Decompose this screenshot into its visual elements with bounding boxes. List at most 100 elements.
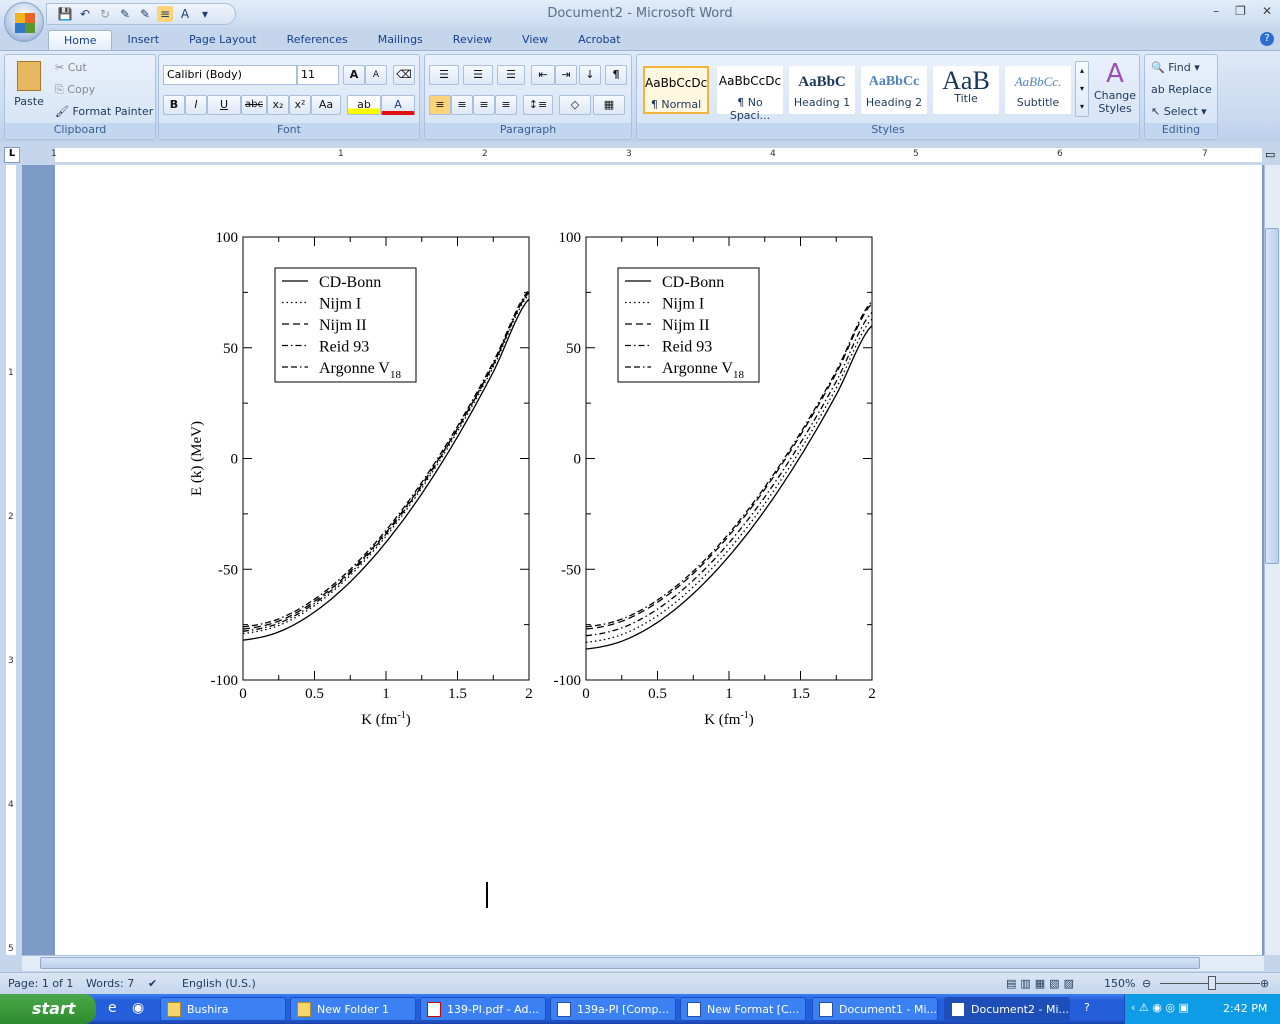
task-bushira[interactable]: Bushira xyxy=(160,997,286,1021)
draw-table-icon[interactable]: ✎ xyxy=(119,7,131,21)
style-no-spacing[interactable]: AaBbCcDc ¶ No Spaci... xyxy=(717,66,783,122)
start-button[interactable]: start xyxy=(0,994,96,1024)
style-title[interactable]: AaB Title xyxy=(933,66,999,114)
task-document2[interactable]: Document2 - Mi... xyxy=(944,997,1070,1021)
font-name-select[interactable]: Calibri (Body) xyxy=(163,65,297,85)
view-ruler-icon[interactable]: ▭ xyxy=(1265,148,1276,161)
increase-indent-button[interactable]: ⇥ xyxy=(555,65,577,85)
tab-view[interactable]: View xyxy=(522,33,549,46)
quick-launch-ie-icon[interactable]: e xyxy=(108,1000,117,1016)
restore-button[interactable]: ❐ xyxy=(1235,4,1246,18)
underline-button[interactable]: U xyxy=(207,95,241,115)
show-formatting-button[interactable]: ¶ xyxy=(605,65,627,85)
borders-button[interactable]: ▦ xyxy=(593,95,625,115)
find-button[interactable]: 🔍 Find ▾ xyxy=(1151,61,1200,74)
horizontal-scroll-thumb[interactable] xyxy=(40,957,1200,969)
zoom-slider-thumb[interactable] xyxy=(1208,976,1216,990)
tab-selector[interactable]: L xyxy=(4,147,20,163)
multilevel-list-button[interactable]: ☰ xyxy=(497,65,525,85)
tab-acrobat[interactable]: Acrobat xyxy=(578,33,621,46)
shrink-font-button[interactable]: A xyxy=(365,65,387,85)
replace-button[interactable]: ab Replace xyxy=(1151,83,1212,96)
draw-icon[interactable]: ✎ xyxy=(139,7,151,21)
change-case-button[interactable]: Aa xyxy=(311,95,341,115)
style-normal[interactable]: AaBbCcDc ¶ Normal xyxy=(643,66,709,114)
task-new-format[interactable]: New Format [C... xyxy=(680,997,806,1021)
center-button[interactable]: ≡ xyxy=(451,95,473,115)
clear-formatting-button[interactable]: ⌫ xyxy=(393,65,415,85)
line-spacing-button[interactable]: ↕≡ xyxy=(523,95,553,115)
paste-button[interactable]: Paste xyxy=(11,59,47,119)
tray-icons[interactable]: ‹ ⚠ ◉ ◎ ▣ xyxy=(1131,1001,1189,1014)
language[interactable]: English (U.S.) xyxy=(182,977,256,990)
tab-insert[interactable]: Insert xyxy=(127,33,160,46)
vertical-scroll-thumb[interactable] xyxy=(1265,228,1279,564)
shading-button[interactable]: ◇ xyxy=(559,95,591,115)
x-tick-label: 0.5 xyxy=(648,686,667,702)
redo-icon[interactable]: ↻ xyxy=(99,7,111,21)
font-color-button[interactable]: A xyxy=(381,95,415,115)
bold-button[interactable]: B xyxy=(163,95,185,115)
decrease-indent-button[interactable]: ⇤ xyxy=(531,65,555,85)
quick-launch-icon[interactable]: ◉ xyxy=(132,1000,145,1016)
task-139a[interactable]: 139a-PI [Comp... xyxy=(550,997,676,1021)
proofing-icon[interactable]: ✔ xyxy=(148,977,158,990)
zoom-in-button[interactable]: ⊕ xyxy=(1260,977,1270,990)
find-label: Find xyxy=(1168,61,1191,74)
office-button[interactable] xyxy=(4,2,44,42)
align-left-button[interactable]: ≡ xyxy=(429,95,451,115)
paste-label: Paste xyxy=(14,95,44,108)
task-document1[interactable]: Document1 - Mi... xyxy=(812,997,938,1021)
select-button[interactable]: ↖ Select ▾ xyxy=(1151,105,1207,118)
help-tray-icon[interactable]: ? xyxy=(1084,1001,1090,1014)
format-painter-button[interactable]: 🖌 Format Painter xyxy=(55,105,154,118)
style-heading-1[interactable]: AaBbC Heading 1 xyxy=(789,66,855,114)
task-label: Document2 - Mi... xyxy=(971,1003,1069,1016)
copy-button[interactable]: ⎘ Copy xyxy=(55,83,96,96)
font-label: Font xyxy=(159,123,419,139)
save-icon[interactable]: 💾 xyxy=(57,7,73,21)
bullets-button[interactable]: ☰ xyxy=(429,65,459,85)
tab-home[interactable]: Home xyxy=(48,30,113,50)
highlight-button[interactable]: ab xyxy=(347,95,381,115)
styles-scroll[interactable]: ▴ ▾ ▾ xyxy=(1075,61,1089,117)
clipboard-group: Paste ✂ Cut ⎘ Copy 🖌 Format Painter Clip… xyxy=(4,54,156,140)
minimize-button[interactable]: – xyxy=(1213,4,1220,18)
tab-page-layout[interactable]: Page Layout xyxy=(189,33,257,46)
tab-references[interactable]: References xyxy=(286,33,348,46)
view-buttons[interactable]: ▤▥▦▧▨ xyxy=(1006,977,1078,990)
align-right-button[interactable]: ≡ xyxy=(473,95,495,115)
zoom-level[interactable]: 150% xyxy=(1104,977,1136,990)
tab-mailings[interactable]: Mailings xyxy=(377,33,423,46)
undo-icon[interactable]: ↶ xyxy=(79,7,91,21)
style-subtitle[interactable]: AaBbCc. Subtitle xyxy=(1005,66,1071,114)
tab-review[interactable]: Review xyxy=(452,33,493,46)
style-heading-2[interactable]: AaBbCc Heading 2 xyxy=(861,66,927,114)
align-left-icon[interactable]: ≡ xyxy=(157,6,173,22)
subscript-button[interactable]: x₂ xyxy=(267,95,289,115)
customize-qat-icon[interactable]: ▾ xyxy=(201,7,209,21)
word-count[interactable]: Words: 7 xyxy=(86,977,135,990)
change-styles-icon: A xyxy=(1106,59,1124,89)
strikethrough-button[interactable]: abc xyxy=(241,95,267,115)
task-pdf[interactable]: 139-PI.pdf - Ad... xyxy=(420,997,546,1021)
x-tick-label: 2 xyxy=(868,686,876,702)
task-new-folder[interactable]: New Folder 1 xyxy=(290,997,416,1021)
italic-button[interactable]: I xyxy=(185,95,207,115)
numbering-button[interactable]: ☰ xyxy=(463,65,493,85)
font-size-select[interactable]: 11 xyxy=(297,65,339,85)
justify-button[interactable]: ≡ xyxy=(495,95,517,115)
change-styles-button[interactable]: A Change Styles xyxy=(1093,59,1137,115)
document-page[interactable]: 0 0.5 1 1.5 2 -100 -50 0 50 100 K (fm-1) E (k) (MeV… xyxy=(55,165,1262,955)
y-tick-label: -100 xyxy=(554,673,582,689)
sort-button[interactable]: ↓ xyxy=(579,65,601,85)
zoom-out-button[interactable]: ⊖ xyxy=(1142,977,1152,990)
page-count[interactable]: Page: 1 of 1 xyxy=(8,977,74,990)
grow-font-button[interactable]: A xyxy=(343,65,365,85)
help-icon[interactable]: ? xyxy=(1260,32,1274,46)
cut-button[interactable]: ✂ Cut xyxy=(55,61,87,74)
styles-icon[interactable]: A xyxy=(180,7,190,21)
superscript-button[interactable]: x² xyxy=(289,95,311,115)
style-preview: AaBbCc xyxy=(868,74,920,89)
close-button[interactable]: ✕ xyxy=(1261,4,1272,18)
